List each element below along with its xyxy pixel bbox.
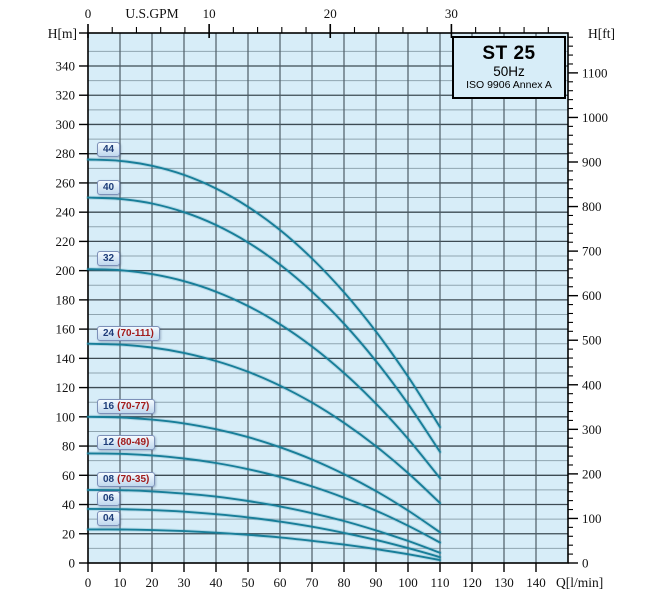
curve-label-24: 24 (70-111) bbox=[97, 326, 160, 341]
top-axis-tick-label: 20 bbox=[324, 6, 337, 21]
curve-model-range: (70-35) bbox=[117, 474, 150, 485]
chart-title-box: ST 25 50Hz ISO 9906 Annex A bbox=[452, 36, 566, 99]
curve-stage-count: 40 bbox=[103, 182, 115, 193]
left-axis-tick-label: 120 bbox=[56, 380, 76, 395]
bottom-axis-tick-label: 60 bbox=[274, 575, 287, 590]
left-axis-tick-label: 260 bbox=[56, 175, 76, 190]
pump-curve-06 bbox=[87, 507, 441, 559]
top-axis-tick-label: 0 bbox=[85, 6, 92, 21]
curve-stage-count: 16 bbox=[103, 401, 115, 412]
right-axis-tick-label: 200 bbox=[582, 466, 602, 481]
left-axis-tick-label: 340 bbox=[56, 58, 76, 73]
bottom-axis-tick-label: 120 bbox=[462, 575, 482, 590]
bottom-axis-tick-label: 0 bbox=[85, 575, 92, 590]
right-axis-tick-label: 1100 bbox=[582, 65, 608, 80]
right-axis-tick-label: 500 bbox=[582, 333, 602, 348]
pump-curve-24 bbox=[87, 342, 441, 505]
left-axis-tick-label: 160 bbox=[56, 322, 76, 337]
bottom-axis-tick-label: 50 bbox=[242, 575, 255, 590]
left-axis-tick-label: 60 bbox=[62, 468, 75, 483]
pump-curve-16 bbox=[87, 415, 441, 534]
curve-stage-count: 44 bbox=[103, 144, 115, 155]
bottom-axis-tick-label: 70 bbox=[306, 575, 319, 590]
bottom-axis-tick-label: 140 bbox=[526, 575, 546, 590]
right-axis-tick-label: 400 bbox=[582, 377, 602, 392]
bottom-axis-tick-label: 110 bbox=[430, 575, 449, 590]
left-axis-tick-label: 220 bbox=[56, 234, 76, 249]
right-axis-tick-label: 600 bbox=[582, 288, 602, 303]
left-axis-tick-label: 0 bbox=[69, 556, 76, 571]
pump-curve-08 bbox=[87, 488, 441, 554]
left-axis-tick-label: 140 bbox=[56, 351, 76, 366]
curve-label-04: 04 bbox=[97, 511, 121, 526]
right-axis-tick-label: 700 bbox=[582, 244, 602, 259]
right-axis-title: H[ft] bbox=[588, 26, 615, 41]
pump-model-title: ST 25 bbox=[482, 43, 536, 64]
curve-model-range: (70-77) bbox=[117, 401, 150, 412]
bottom-axis-tick-label: 10 bbox=[114, 575, 127, 590]
standard-label: ISO 9906 Annex A bbox=[466, 79, 552, 91]
left-axis-tick-label: 320 bbox=[56, 88, 76, 103]
curve-label-12: 12 (80-49) bbox=[97, 435, 156, 450]
left-axis-tick-label: 180 bbox=[56, 292, 76, 307]
pump-curve-12 bbox=[87, 452, 441, 544]
bottom-axis-tick-label: 30 bbox=[178, 575, 191, 590]
bottom-axis-tick-label: 100 bbox=[398, 575, 418, 590]
top-axis-tick-label: 10 bbox=[203, 6, 216, 21]
right-axis-tick-label: 100 bbox=[582, 511, 602, 526]
top-axis-title: U.S.GPM bbox=[125, 6, 178, 21]
curve-model-range: (70-111) bbox=[117, 328, 154, 339]
left-axis-tick-label: 100 bbox=[56, 409, 76, 424]
left-axis-title: H[m] bbox=[48, 26, 77, 41]
curve-stage-count: 24 bbox=[103, 328, 115, 339]
curve-stage-count: 08 bbox=[103, 474, 115, 485]
bottom-axis-title: Q[l/min] bbox=[556, 575, 603, 590]
curve-label-06: 06 bbox=[97, 491, 121, 506]
left-axis-tick-label: 300 bbox=[56, 117, 76, 132]
pump-curve-04 bbox=[87, 528, 441, 562]
right-axis-tick-label: 900 bbox=[582, 154, 602, 169]
left-axis-tick-label: 280 bbox=[56, 146, 76, 161]
bottom-axis-tick-label: 40 bbox=[210, 575, 223, 590]
left-axis-tick-label: 80 bbox=[62, 439, 75, 454]
frequency-label: 50Hz bbox=[493, 64, 525, 79]
curve-label-40: 40 bbox=[97, 180, 121, 195]
curve-label-44: 44 bbox=[97, 142, 121, 157]
plot-area bbox=[88, 33, 568, 563]
pump-curve-32 bbox=[87, 268, 441, 480]
left-axis-tick-label: 200 bbox=[56, 263, 76, 278]
right-axis-tick-label: 1000 bbox=[582, 110, 608, 125]
curve-stage-count: 06 bbox=[103, 493, 115, 504]
curve-stage-count: 12 bbox=[103, 437, 115, 448]
top-axis-tick-label: 30 bbox=[445, 6, 458, 21]
right-axis-tick-label: 0 bbox=[582, 556, 589, 571]
curve-stage-count: 04 bbox=[103, 513, 115, 524]
bottom-axis-tick-label: 20 bbox=[146, 575, 159, 590]
curve-label-16: 16 (70-77) bbox=[97, 399, 156, 414]
pump-curve-44 bbox=[87, 158, 441, 429]
curve-label-32: 32 bbox=[97, 251, 121, 266]
plot-border bbox=[87, 32, 569, 564]
curve-stage-count: 32 bbox=[103, 253, 115, 264]
bottom-axis-tick-label: 90 bbox=[370, 575, 383, 590]
left-axis-tick-label: 40 bbox=[62, 497, 75, 512]
right-axis-tick-label: 300 bbox=[582, 422, 602, 437]
curve-model-range: (80-49) bbox=[117, 437, 150, 448]
left-axis-tick-label: 240 bbox=[56, 205, 76, 220]
bottom-axis-tick-label: 130 bbox=[494, 575, 514, 590]
curve-label-08: 08 (70-35) bbox=[97, 472, 156, 487]
right-axis-tick-label: 800 bbox=[582, 199, 602, 214]
bottom-axis-tick-label: 80 bbox=[338, 575, 351, 590]
left-axis-tick-label: 20 bbox=[62, 526, 75, 541]
pump-curve-40 bbox=[87, 196, 441, 453]
